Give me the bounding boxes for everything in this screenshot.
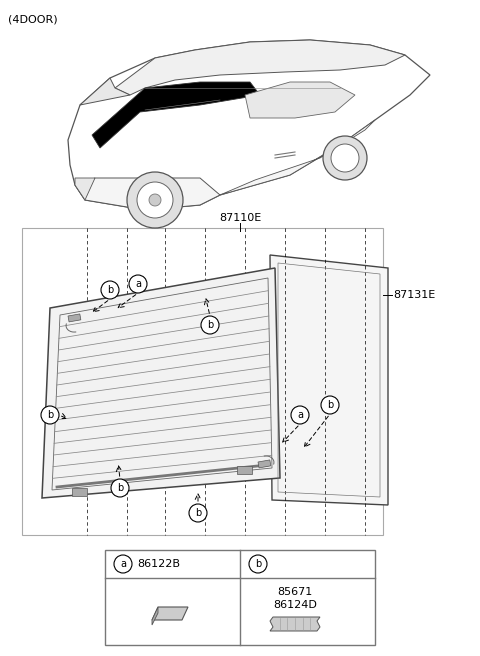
Circle shape [127,172,183,228]
Bar [258,460,271,468]
Circle shape [249,555,267,573]
Polygon shape [270,617,320,631]
Polygon shape [270,255,388,505]
Text: 85671: 85671 [277,587,312,597]
Text: b: b [327,400,333,410]
Circle shape [137,182,173,218]
Circle shape [331,144,359,172]
Polygon shape [68,40,430,210]
Circle shape [189,504,207,522]
Text: a: a [297,410,303,420]
Text: b: b [47,410,53,420]
Circle shape [101,281,119,299]
Circle shape [129,275,147,293]
Polygon shape [152,607,158,625]
Text: b: b [255,559,261,569]
Polygon shape [72,488,87,496]
Text: a: a [120,559,126,569]
Bar [68,314,81,322]
Polygon shape [42,268,280,498]
Bar [105,550,375,645]
Text: b: b [117,483,123,493]
Polygon shape [237,466,252,474]
Circle shape [201,316,219,334]
Text: b: b [195,508,201,518]
Text: 86122B: 86122B [137,559,180,569]
Circle shape [111,479,129,497]
Polygon shape [152,607,188,620]
Circle shape [114,555,132,573]
Text: 87110E: 87110E [219,213,261,223]
Text: 86124D: 86124D [273,600,317,610]
Text: a: a [135,279,141,289]
Circle shape [321,396,339,414]
Polygon shape [75,178,220,210]
Text: 87131E: 87131E [393,290,435,300]
Circle shape [149,194,161,206]
Circle shape [291,406,309,424]
Bar [22,228,383,535]
Polygon shape [80,78,130,105]
Polygon shape [92,82,260,148]
Text: (4DOOR): (4DOOR) [8,14,58,24]
Polygon shape [220,120,375,195]
Polygon shape [75,178,95,200]
Polygon shape [115,40,405,95]
Polygon shape [245,82,355,118]
Text: b: b [107,285,113,295]
Text: b: b [207,320,213,330]
Circle shape [41,406,59,424]
Circle shape [323,136,367,180]
